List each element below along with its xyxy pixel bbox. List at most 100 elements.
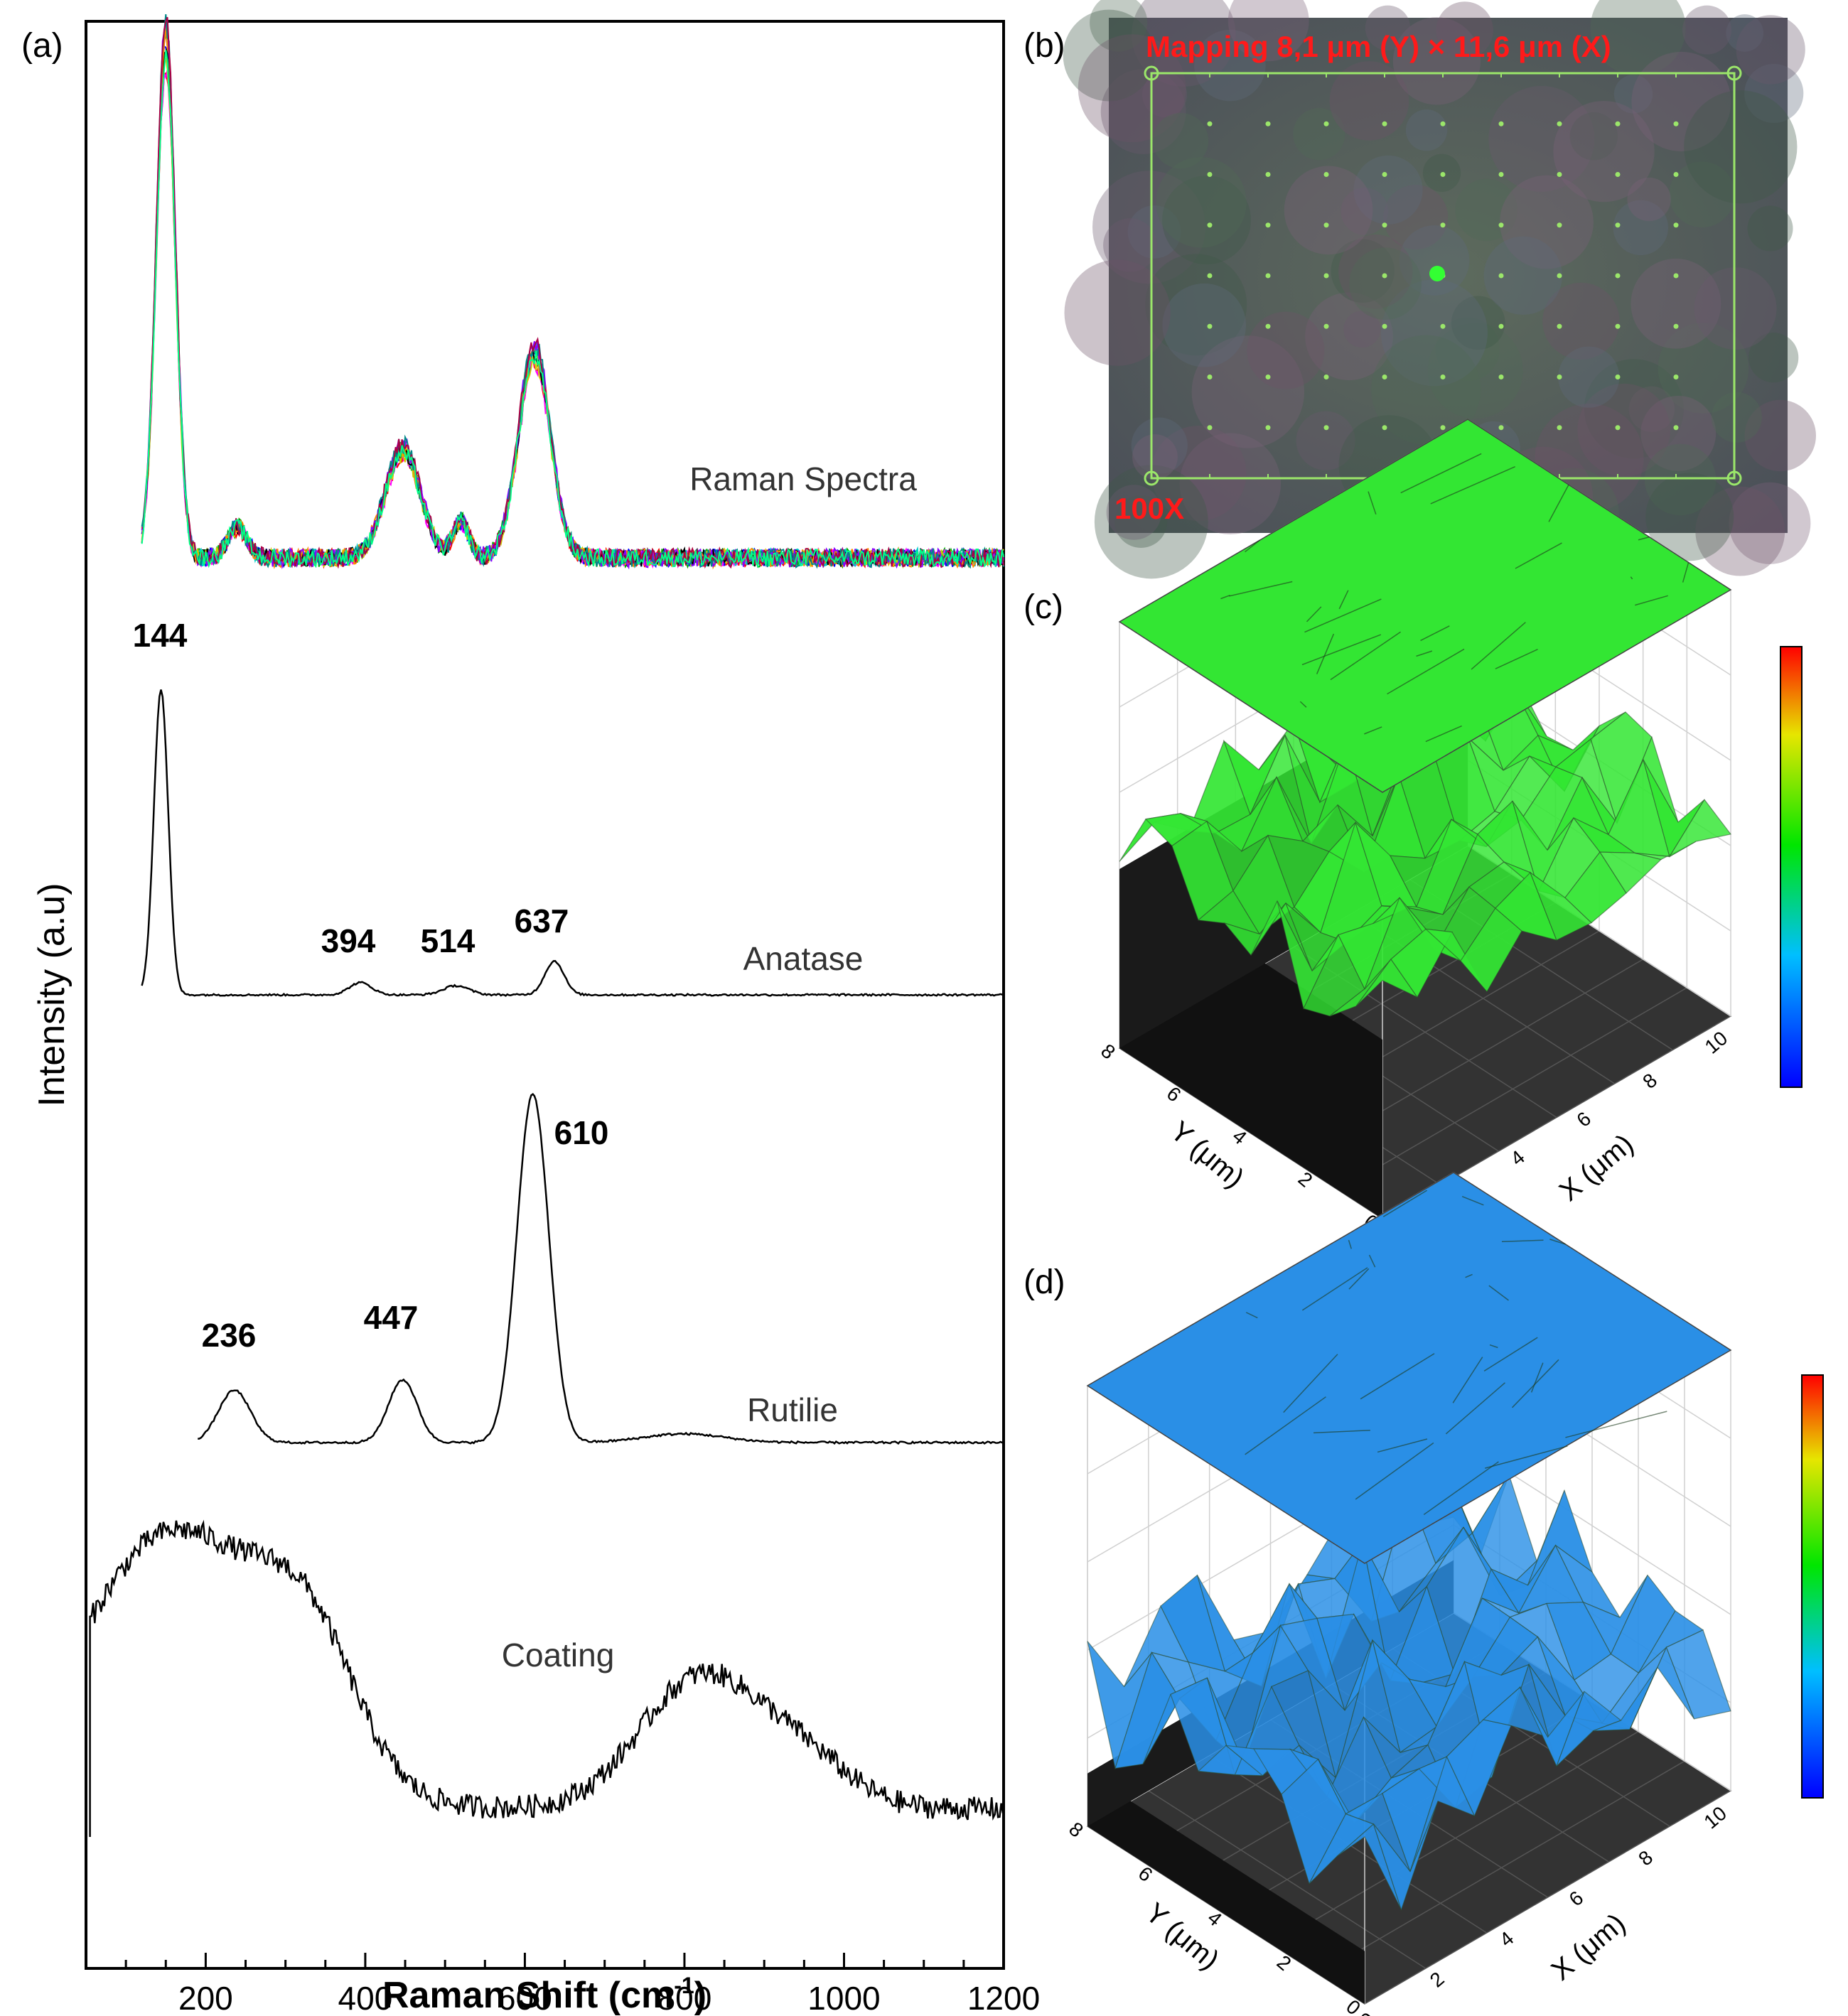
grid-point: [1207, 425, 1213, 431]
grid-point: [1673, 273, 1679, 279]
grid-point: [1207, 222, 1213, 228]
grid-point: [1557, 172, 1562, 177]
panel-b-label: (b): [1024, 27, 1065, 65]
contour-line: [1452, 1357, 1483, 1403]
grid-point: [1498, 323, 1504, 329]
surface-plot-d: 024681002468X (μm)Y (μm): [1065, 1172, 1732, 2016]
surface-plot-c: 024681002468X (μm)Y (μm): [1097, 419, 1732, 1247]
grid-point: [1498, 222, 1504, 228]
y-tick-label: 4: [1228, 1125, 1251, 1149]
texture-blob: [1296, 411, 1355, 470]
grid-point: [1498, 273, 1504, 279]
grid-point: [1382, 323, 1387, 329]
y-tick-label: 2: [1294, 1168, 1317, 1192]
grid-point: [1498, 425, 1504, 431]
contour-line: [1638, 537, 1650, 541]
grid-point: [1323, 374, 1329, 379]
grid-point: [1498, 172, 1504, 177]
texture-blob: [1483, 236, 1562, 315]
contour-line: [1489, 1344, 1498, 1349]
grid-point: [1440, 374, 1446, 379]
y-axis-label: Y (μm): [1139, 1897, 1225, 1976]
contour-line: [1301, 1267, 1368, 1311]
texture-blob: [1179, 433, 1282, 534]
contour-line: [1338, 590, 1349, 610]
y-tick-label: 8: [1097, 1040, 1119, 1064]
contour-line: [1229, 581, 1293, 597]
contour-line: [1245, 1312, 1258, 1319]
grid-point: [1382, 222, 1387, 228]
grid-point: [1207, 273, 1213, 279]
texture-blob: [1349, 247, 1422, 320]
grid-point: [1382, 121, 1387, 126]
texture-blob: [1194, 29, 1266, 102]
grid-point: [1323, 273, 1329, 279]
texture-blob: [1451, 296, 1505, 350]
surface-patch: [1665, 1629, 1731, 1720]
grid-point: [1265, 273, 1271, 279]
contour-line: [1299, 701, 1307, 708]
contour-line: [1461, 1195, 1484, 1206]
contour-line: [1220, 594, 1230, 600]
texture-blob: [1577, 383, 1670, 477]
x-tick-label: 200: [178, 1980, 233, 2016]
texture-blob: [1131, 417, 1188, 474]
texture-blob: [1436, 1, 1493, 59]
contour-line: [1368, 1254, 1376, 1268]
texture-blob: [1132, 0, 1236, 87]
texture-blob: [1569, 112, 1618, 161]
x-tick-label: 1200: [967, 1980, 1040, 2016]
texture-blob: [1094, 465, 1208, 579]
grid-point: [1382, 273, 1387, 279]
texture-blob: [1247, 311, 1325, 389]
contour-line: [1501, 1239, 1544, 1242]
contour-line: [1400, 453, 1482, 494]
texture-blob: [1658, 323, 1749, 414]
texture-blob: [1542, 282, 1620, 360]
panel-a-label: (a): [21, 27, 63, 65]
x-tick-label: 4: [1495, 1927, 1518, 1951]
grid-point: [1615, 425, 1621, 431]
grid-point: [1323, 323, 1329, 329]
contour-line: [1495, 649, 1538, 669]
x-tick-label: 1000: [807, 1980, 880, 2016]
contour-line: [1682, 562, 1689, 583]
texture-blob: [1092, 171, 1206, 284]
grid-point: [1673, 374, 1679, 379]
texture-blob: [1329, 61, 1409, 141]
x-tick-label: 6: [1572, 1107, 1595, 1131]
contour-line: [1377, 1438, 1428, 1453]
grid-point: [1207, 374, 1213, 379]
contour-line: [1565, 1411, 1667, 1438]
contour-line: [1420, 625, 1450, 642]
texture-blob: [1305, 292, 1393, 381]
x-tick-label: 8: [1638, 1069, 1661, 1093]
texture-blob: [1127, 205, 1181, 259]
grid-point: [1673, 172, 1679, 177]
coating-spectrum-line: [89, 1519, 1004, 1837]
grid-point: [1673, 425, 1679, 431]
contour-line: [1283, 1354, 1338, 1413]
grid-point: [1557, 323, 1562, 329]
grid-point: [1498, 121, 1504, 126]
x-tick-label: 400: [338, 1980, 393, 2016]
texture-blob: [1488, 85, 1595, 192]
contour-line: [1635, 595, 1668, 606]
mapping-label: Mapping 8,1 μm (Y) × 11,6 μm (X): [1146, 30, 1611, 63]
corner-marker: [1144, 470, 1159, 486]
texture-blob: [1293, 108, 1345, 161]
contour-line: [1515, 542, 1562, 569]
texture-blob: [1694, 267, 1777, 350]
texture-blob: [1500, 175, 1594, 269]
contour-line: [1423, 1461, 1499, 1516]
texture-blob: [1152, 112, 1209, 169]
grid-point: [1673, 121, 1679, 126]
peak-label: 514: [421, 922, 476, 959]
texture-blob: [1613, 200, 1669, 256]
panel-c-label: (c): [1024, 588, 1063, 626]
grid-point: [1382, 374, 1387, 379]
contour-line: [1483, 1337, 1538, 1372]
texture-blob: [1371, 335, 1481, 445]
contour-line: [1245, 539, 1260, 553]
mapping-grid: [1144, 65, 1742, 486]
